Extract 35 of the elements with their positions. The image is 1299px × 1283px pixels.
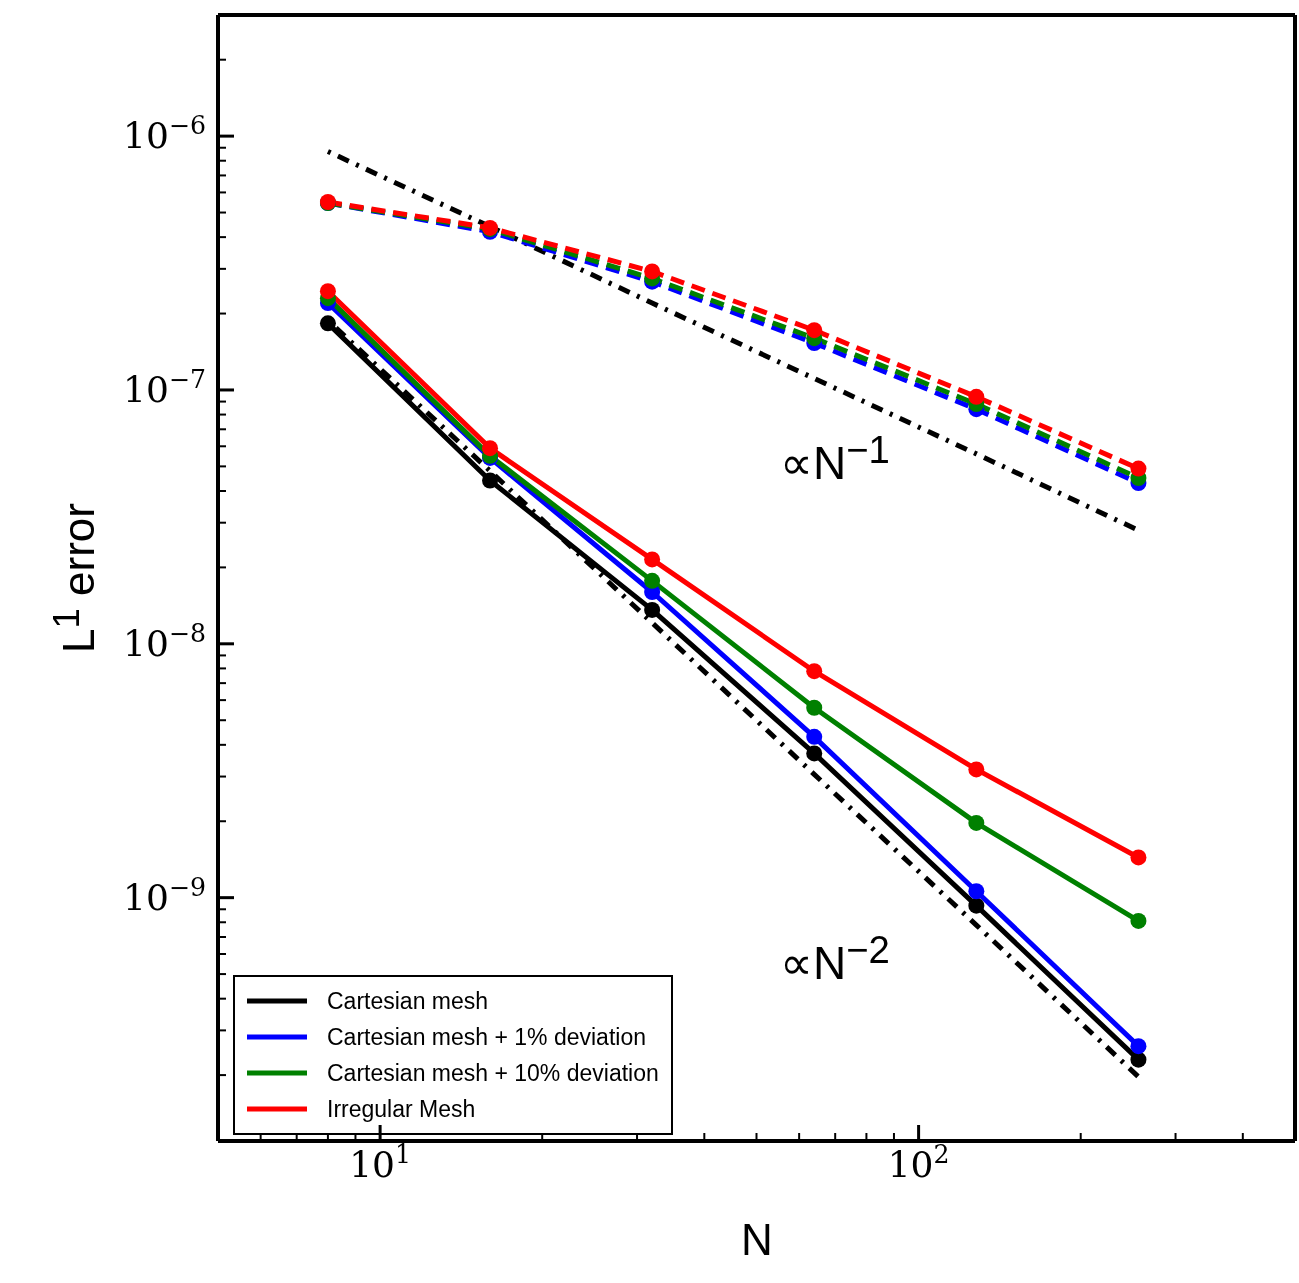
point: [806, 663, 823, 680]
legend-label: Irregular Mesh: [327, 1095, 476, 1123]
point: [1130, 849, 1147, 866]
y-tick-label: 10$^{−6}$: [123, 110, 206, 157]
legend-label: Cartesian mesh + 1% deviation: [327, 1023, 646, 1051]
x-tick-label: 10$^{2}$: [887, 1139, 950, 1185]
point: [968, 814, 985, 831]
point: [806, 745, 823, 762]
point: [644, 601, 661, 618]
point: [806, 699, 823, 716]
y-tick-label: 10$^{−9}$: [123, 872, 206, 918]
point: [644, 551, 661, 568]
legend-label: Cartesian mesh + 10% deviation: [327, 1059, 659, 1087]
annotation: ∝N$^{−1}$: [780, 428, 890, 491]
point: [968, 897, 985, 914]
y-tick-label: 10$^{−8}$: [123, 618, 206, 664]
point: [968, 761, 985, 778]
x-axis-title: N: [741, 1215, 773, 1265]
point: [968, 883, 985, 900]
point: [644, 572, 661, 589]
y-tick-label: 10$^{−7}$: [123, 364, 206, 410]
annotation: ∝N$^{−2}$: [780, 928, 890, 991]
x-tick-label: 10$^{1}$: [349, 1139, 412, 1185]
point: [1130, 460, 1147, 477]
point: [968, 388, 985, 405]
point: [1130, 912, 1147, 929]
point: [806, 322, 823, 339]
point: [482, 440, 499, 457]
point: [319, 315, 336, 332]
point: [482, 472, 499, 489]
point: [644, 263, 661, 280]
point: [1130, 1038, 1147, 1055]
legend-label: Cartesian mesh: [327, 987, 489, 1015]
point: [806, 728, 823, 745]
point: [319, 283, 336, 300]
